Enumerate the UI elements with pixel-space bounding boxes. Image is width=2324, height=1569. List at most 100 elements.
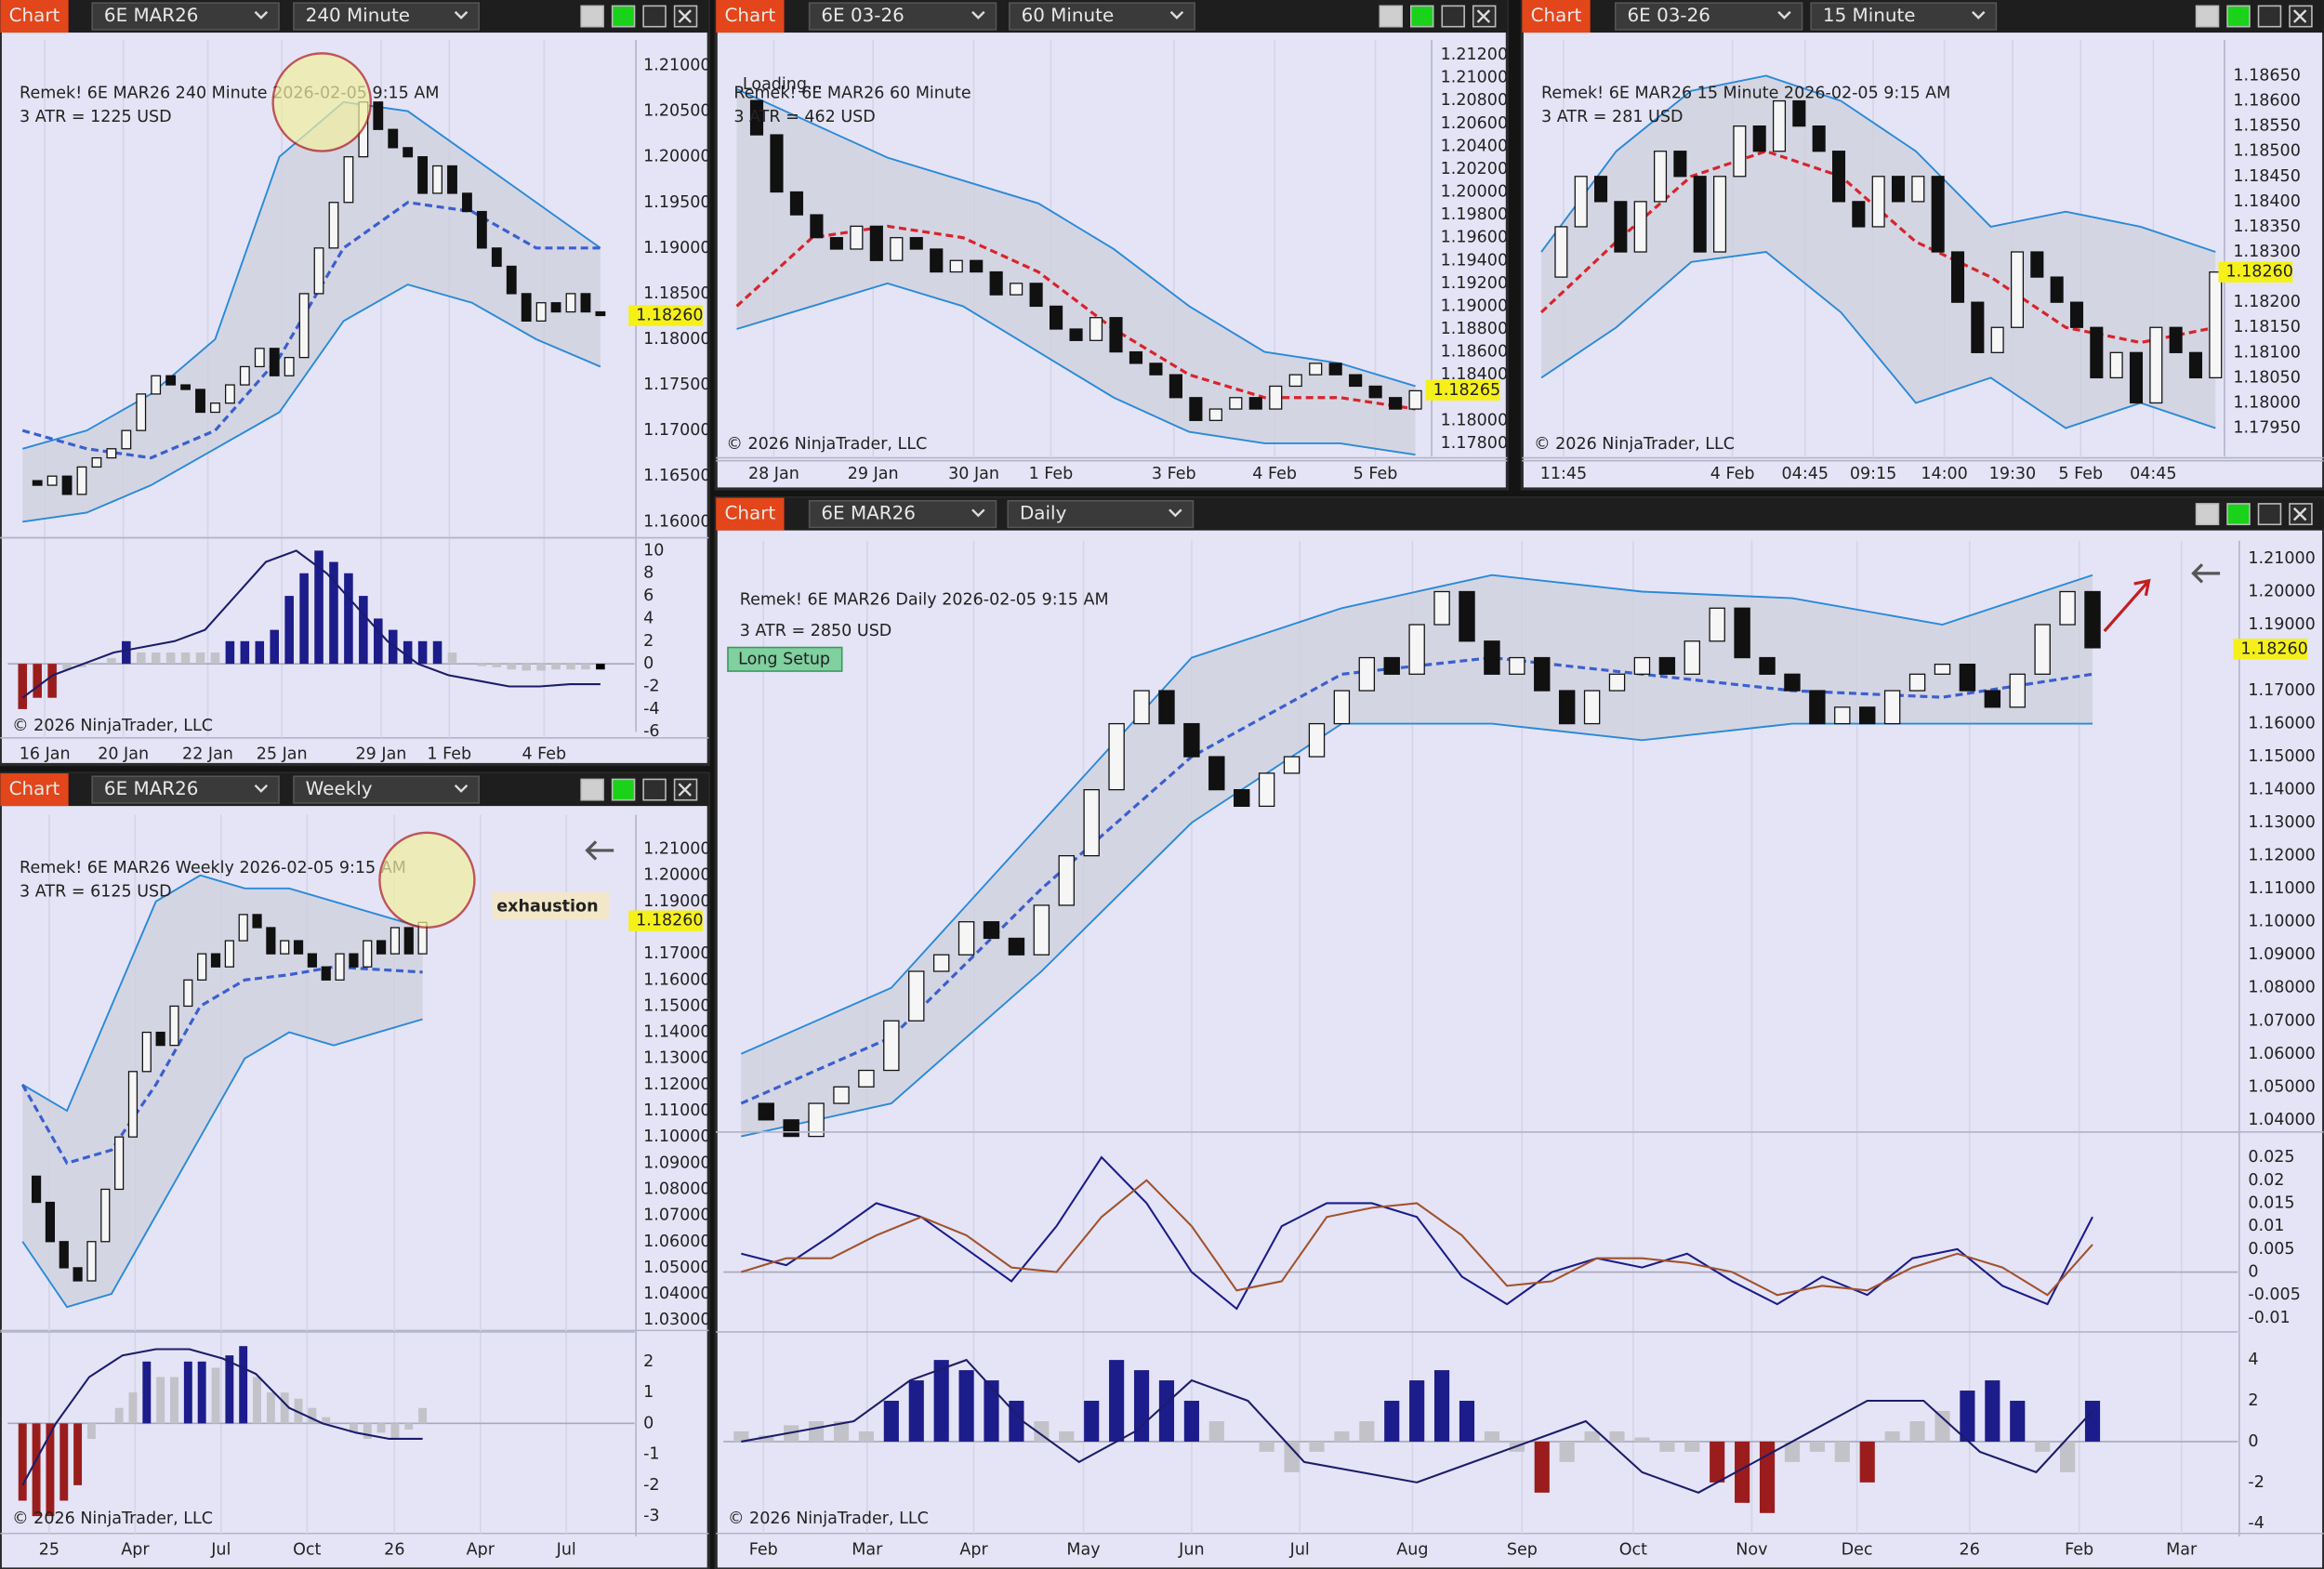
- chart-tab[interactable]: [716, 0, 785, 33]
- close-x[interactable]: [678, 783, 692, 797]
- dropdown-chevron[interactable]: [1777, 10, 1791, 20]
- chart-tab[interactable]: [0, 0, 69, 33]
- histogram-bar: [308, 1407, 317, 1424]
- window-button[interactable]: [2226, 5, 2251, 28]
- instrument-dropdown[interactable]: [808, 2, 997, 31]
- upper-band: [736, 88, 1416, 388]
- window-button[interactable]: [611, 5, 636, 28]
- histogram-bar: [1710, 1441, 1725, 1483]
- histogram-bar: [1534, 1441, 1550, 1493]
- price-tick-label: 1.21000: [1441, 69, 1508, 87]
- window-button[interactable]: [611, 778, 636, 801]
- setup-badge[interactable]: [727, 646, 843, 672]
- histogram-bar: [2060, 1441, 2076, 1472]
- price-tick-label: 1.10000: [2248, 913, 2315, 931]
- tab-label[interactable]: Chart: [9, 778, 60, 799]
- instrument-dropdown[interactable]: [1614, 2, 1803, 31]
- window-button[interactable]: [580, 5, 604, 28]
- close-x[interactable]: [2292, 9, 2307, 23]
- price-tick-label: 1.21200: [1441, 46, 1508, 64]
- candle: [1108, 722, 1125, 791]
- instrument-label[interactable]: 6E 03-26: [1628, 5, 1710, 26]
- interval-dropdown[interactable]: [293, 775, 480, 804]
- candle: [1792, 99, 1806, 127]
- price-tick-label: 1.20500: [643, 102, 710, 121]
- candle: [1309, 363, 1323, 376]
- dropdown-chevron[interactable]: [254, 10, 269, 20]
- window-button[interactable]: [2226, 503, 2251, 526]
- candle: [1408, 624, 1425, 675]
- instrument-dropdown[interactable]: [91, 2, 280, 31]
- candle: [1389, 397, 1403, 410]
- tab-label[interactable]: Chart: [725, 503, 776, 524]
- interval-dropdown[interactable]: [1007, 499, 1195, 529]
- histogram-bar: [447, 652, 457, 665]
- instrument-dropdown[interactable]: [91, 775, 280, 804]
- interval-label[interactable]: 60 Minute: [1022, 5, 1115, 26]
- dropdown-chevron[interactable]: [971, 10, 985, 20]
- time-label: 4 Feb: [1252, 465, 1297, 483]
- instrument-label[interactable]: 6E MAR26: [104, 5, 199, 26]
- interval-label[interactable]: Daily: [1020, 503, 1067, 524]
- dropdown-chevron[interactable]: [1169, 10, 1184, 20]
- dropdown-chevron[interactable]: [454, 784, 469, 793]
- oscillator-line: [741, 1179, 2093, 1297]
- indicator-tick-label: 0.015: [2248, 1193, 2294, 1212]
- close-x[interactable]: [1476, 9, 1491, 23]
- time-label: 1 Feb: [427, 745, 471, 763]
- tab-label[interactable]: Chart: [1531, 5, 1582, 26]
- candle: [1871, 176, 1885, 228]
- candle: [238, 914, 248, 942]
- candle: [210, 402, 220, 414]
- info-atr: 3 ATR = 6125 USD: [20, 883, 172, 902]
- copyright: © 2026 NinjaTrader, LLC: [726, 435, 927, 454]
- setup-label[interactable]: Long Setup: [738, 650, 830, 668]
- close-x[interactable]: [678, 9, 692, 23]
- chart-tab[interactable]: [1522, 0, 1591, 33]
- close-x[interactable]: [2292, 507, 2307, 521]
- chart-tab[interactable]: [0, 773, 69, 807]
- tab-label[interactable]: Chart: [725, 5, 776, 26]
- chart-tab[interactable]: [716, 497, 785, 531]
- window-button[interactable]: [2195, 503, 2220, 526]
- dropdown-chevron[interactable]: [454, 10, 469, 20]
- interval-label[interactable]: 240 Minute: [306, 5, 410, 26]
- window-button[interactable]: [1409, 5, 1434, 28]
- instrument-dropdown[interactable]: [808, 499, 997, 529]
- window-button[interactable]: [2257, 503, 2282, 526]
- candle: [957, 921, 975, 956]
- candle: [833, 1086, 850, 1104]
- interval-dropdown[interactable]: [293, 2, 480, 31]
- candle: [328, 202, 339, 249]
- window-button[interactable]: [642, 5, 667, 28]
- interval-dropdown[interactable]: [1810, 2, 1998, 31]
- candle: [376, 940, 387, 955]
- interval-dropdown[interactable]: [1009, 2, 1195, 31]
- candle: [1008, 937, 1025, 956]
- instrument-label[interactable]: 6E 03-26: [821, 5, 904, 26]
- histogram-bar: [809, 1420, 825, 1442]
- window-button[interactable]: [642, 778, 667, 801]
- time-label: 1 Feb: [1029, 465, 1074, 483]
- dropdown-chevron[interactable]: [971, 508, 985, 518]
- histogram-bar: [1684, 1441, 1700, 1452]
- info-atr: 3 ATR = 281 USD: [1541, 108, 1683, 126]
- price-tick-label: 1.17000: [643, 944, 710, 963]
- window-button[interactable]: [2195, 5, 2220, 28]
- instrument-label[interactable]: 6E MAR26: [104, 778, 199, 799]
- dropdown-chevron[interactable]: [254, 784, 269, 793]
- interval-label[interactable]: Weekly: [306, 778, 373, 799]
- dropdown-chevron[interactable]: [1972, 10, 1986, 20]
- interval-label[interactable]: 15 Minute: [1823, 5, 1916, 26]
- window-button[interactable]: [2257, 5, 2282, 28]
- tab-label[interactable]: Chart: [9, 5, 60, 26]
- dropdown-chevron[interactable]: [1169, 508, 1182, 518]
- back-arrow[interactable]: [585, 840, 614, 861]
- instrument-label[interactable]: 6E MAR26: [821, 503, 916, 524]
- window-button[interactable]: [580, 778, 604, 801]
- back-arrow[interactable]: [2191, 563, 2221, 584]
- info-title: Remek! 6E MAR26 Daily 2026-02-05 9:15 AM: [740, 591, 1109, 610]
- window-button[interactable]: [1441, 5, 1465, 28]
- histogram-bar: [225, 640, 235, 665]
- window-button[interactable]: [1379, 5, 1404, 28]
